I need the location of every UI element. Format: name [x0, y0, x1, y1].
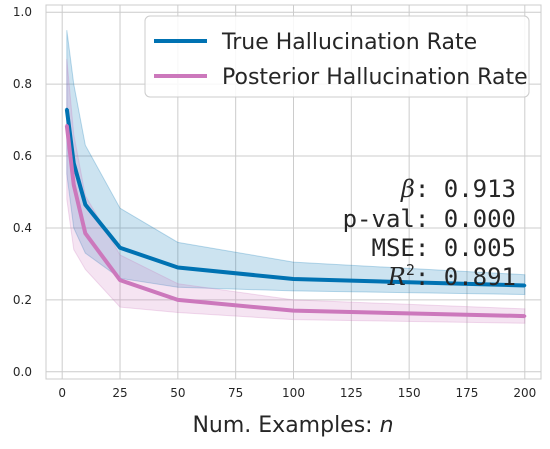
x-tick-label: 150: [398, 386, 421, 400]
posterior-rate-point: [292, 309, 295, 313]
mse-stat: MSE: 0.005: [372, 234, 517, 262]
posterior-rate-point: [118, 278, 122, 282]
true-rate-point: [65, 107, 69, 111]
x-tick-labels: 0 25 50 75 100 125 150 175 200: [58, 386, 536, 400]
x-tick-label: 25: [112, 386, 127, 400]
y-tick-label: 1.0: [13, 5, 32, 19]
stats-annotation: β: 0.913 p-val: 0.000 MSE: 0.005 R2: 0.8…: [343, 175, 516, 291]
posterior-rate-point: [523, 314, 527, 318]
beta-value: : 0.913: [415, 175, 516, 203]
posterior-rate-point: [72, 183, 76, 187]
x-tick-label: 100: [282, 386, 305, 400]
series-lines: [64, 107, 527, 319]
posterior-rate-band: [66, 58, 526, 324]
r2-stat: R2: 0.891: [387, 261, 516, 291]
x-tick-label: 0: [58, 386, 66, 400]
y-tick-label: 0.4: [13, 221, 32, 235]
x-tick-label: 50: [170, 386, 185, 400]
true-rate-point: [118, 246, 122, 250]
posterior-rate-point: [65, 123, 69, 127]
x-tick-label: 75: [228, 386, 243, 400]
y-tick-label: 0.0: [13, 365, 32, 379]
x-axis-title-text: Num. Examples:: [192, 413, 379, 438]
legend-box: [144, 15, 530, 98]
true-rate-point: [83, 203, 87, 207]
y-tick-label: 0.6: [13, 149, 32, 163]
y-tick-labels: 0.0 0.2 0.4 0.6 0.8 1.0: [13, 5, 32, 379]
y-tick-label: 0.8: [13, 77, 32, 91]
true-rate-point: [523, 284, 527, 287]
r2-symbol: R: [387, 263, 406, 291]
r2-exponent: 2: [406, 261, 415, 279]
pval-stat: p-val: 0.000: [343, 205, 516, 233]
true-rate-point: [176, 266, 180, 270]
y-tick-label: 0.2: [13, 293, 32, 307]
legend-label-true: True Hallucination Rate: [221, 30, 477, 55]
x-tick-label: 200: [513, 386, 536, 400]
posterior-rate-point: [176, 298, 180, 302]
legend-label-posterior: Posterior Hallucination Rate: [222, 65, 528, 90]
x-axis-title: Num. Examples: n: [192, 413, 393, 438]
r2-value: : 0.891: [415, 263, 516, 291]
x-axis-title-var: n: [380, 413, 394, 438]
beta-stat: β: 0.913: [400, 175, 516, 203]
true-rate-point: [292, 277, 295, 281]
x-tick-label: 125: [340, 386, 363, 400]
beta-symbol: β: [400, 175, 415, 203]
posterior-rate-point: [83, 231, 87, 235]
x-tick-label: 175: [456, 386, 479, 400]
legend: True Hallucination Rate Posterior Halluc…: [144, 15, 530, 98]
